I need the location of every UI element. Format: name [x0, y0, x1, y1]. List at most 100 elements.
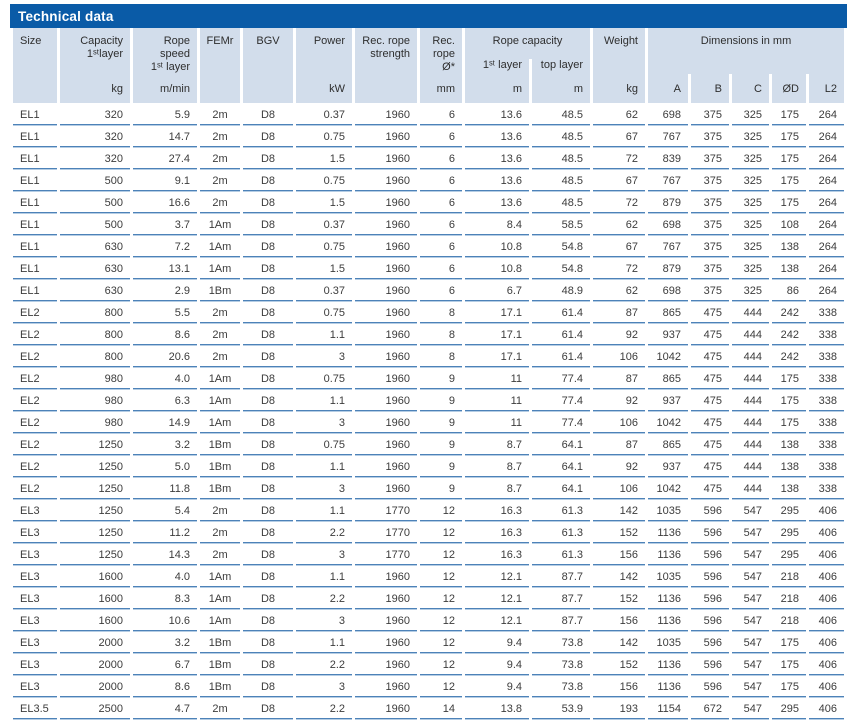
cell-dim-c: 547	[732, 499, 769, 521]
cell-dim-b: 672	[691, 697, 729, 719]
cell-rec-rope-strength: 1960	[355, 323, 417, 345]
unit-dim-l2: L2	[824, 83, 838, 95]
cell-dim-c: 444	[732, 455, 769, 477]
col-header-bgv: BGV	[256, 35, 280, 47]
cell-dim-a: 1136	[648, 653, 688, 675]
cell-dim-l2: 338	[809, 411, 845, 433]
cell-size: EL3	[13, 675, 57, 697]
cell-dim-c: 547	[732, 697, 769, 719]
cell-rope-speed: 27.4	[133, 147, 197, 169]
cell-dim-a: 879	[648, 191, 688, 213]
cell-size: EL2	[13, 323, 57, 345]
unit-rec-rope-strength	[355, 74, 417, 103]
cell-rope-capacity-1st-layer: 12.1	[465, 565, 529, 587]
cell-rec-rope-dia: 8	[420, 301, 462, 323]
cell-capacity: 1250	[60, 433, 130, 455]
table-row: EL1 320 27.4 2m D8 1.5 1960 6 13.6 48.5 72 839 375 32…	[13, 147, 845, 169]
cell-dim-d: 175	[772, 191, 806, 213]
table-row: EL2 980 14.9 1Am D8 3 1960 9 11 77.4 106 1042 475 444…	[13, 411, 845, 433]
cell-capacity: 630	[60, 235, 130, 257]
cell-bgv: D8	[243, 697, 293, 719]
cell-dim-b: 375	[691, 191, 729, 213]
cell-weight: 156	[593, 675, 645, 697]
cell-dim-c: 444	[732, 301, 769, 323]
cell-size: EL3	[13, 499, 57, 521]
col-header-rec-rope-dia: Rec. rope Ø*	[432, 35, 455, 73]
cell-size: EL2	[13, 367, 57, 389]
cell-rec-rope-strength: 1960	[355, 345, 417, 367]
cell-dim-b: 596	[691, 675, 729, 697]
cell-size: EL3	[13, 653, 57, 675]
cell-capacity: 980	[60, 411, 130, 433]
cell-dim-l2: 406	[809, 543, 845, 565]
cell-dim-c: 547	[732, 543, 769, 565]
cell-weight: 87	[593, 367, 645, 389]
cell-rec-rope-strength: 1960	[355, 477, 417, 499]
cell-dim-l2: 338	[809, 389, 845, 411]
cell-rec-rope-strength: 1960	[355, 631, 417, 653]
cell-dim-l2: 338	[809, 323, 845, 345]
cell-rope-speed: 11.2	[133, 521, 197, 543]
cell-rope-capacity-top-layer: 61.3	[532, 543, 590, 565]
cell-power: 0.75	[296, 125, 352, 147]
col-header-femr: FEMr	[206, 35, 234, 47]
cell-dim-d: 138	[772, 433, 806, 455]
table-row: EL3 1250 11.2 2m D8 2.2 1770 12 16.3 61.3 152 1136 5…	[13, 521, 845, 543]
cell-dim-a: 698	[648, 213, 688, 235]
cell-rope-capacity-1st-layer: 12.1	[465, 587, 529, 609]
unit-rope-capacity-top-layer: m	[573, 83, 583, 95]
cell-dim-a: 1035	[648, 631, 688, 653]
cell-power: 1.1	[296, 389, 352, 411]
cell-dim-l2: 406	[809, 521, 845, 543]
table-row: EL3 1600 10.6 1Am D8 3 1960 12 12.1 87.7 156 1136 59…	[13, 609, 845, 631]
cell-dim-b: 596	[691, 609, 729, 631]
cell-rope-speed: 6.7	[133, 653, 197, 675]
cell-femr: 1Bm	[200, 455, 240, 477]
cell-capacity: 980	[60, 389, 130, 411]
cell-femr: 1Bm	[200, 433, 240, 455]
cell-rope-capacity-top-layer: 58.5	[532, 213, 590, 235]
cell-dim-b: 375	[691, 213, 729, 235]
table-row: EL3 2000 3.2 1Bm D8 1.1 1960 12 9.4 73.8 142 1035 59…	[13, 631, 845, 653]
cell-rec-rope-dia: 6	[420, 169, 462, 191]
cell-rope-speed: 20.6	[133, 345, 197, 367]
cell-capacity: 1250	[60, 499, 130, 521]
col-header-dimensions: Dimensions in mm	[700, 35, 792, 47]
cell-rec-rope-dia: 9	[420, 433, 462, 455]
cell-rec-rope-dia: 9	[420, 411, 462, 433]
table-row: EL1 500 9.1 2m D8 0.75 1960 6 13.6 48.5 67 767 375 32…	[13, 169, 845, 191]
cell-dim-a: 1136	[648, 543, 688, 565]
cell-capacity: 1250	[60, 521, 130, 543]
cell-rec-rope-dia: 12	[420, 631, 462, 653]
cell-rope-capacity-top-layer: 61.4	[532, 323, 590, 345]
cell-dim-b: 475	[691, 477, 729, 499]
cell-dim-d: 138	[772, 235, 806, 257]
cell-capacity: 1600	[60, 565, 130, 587]
cell-bgv: D8	[243, 323, 293, 345]
cell-dim-a: 698	[648, 103, 688, 125]
cell-femr: 2m	[200, 543, 240, 565]
cell-dim-d: 218	[772, 565, 806, 587]
cell-bgv: D8	[243, 631, 293, 653]
cell-femr: 2m	[200, 345, 240, 367]
table-row: EL1 500 16.6 2m D8 1.5 1960 6 13.6 48.5 72 879 375 32…	[13, 191, 845, 213]
cell-rope-capacity-1st-layer: 10.8	[465, 257, 529, 279]
cell-rope-speed: 3.7	[133, 213, 197, 235]
cell-dim-d: 295	[772, 697, 806, 719]
cell-femr: 2m	[200, 301, 240, 323]
cell-power: 3	[296, 477, 352, 499]
cell-rec-rope-strength: 1960	[355, 433, 417, 455]
cell-dim-d: 242	[772, 345, 806, 367]
cell-weight: 72	[593, 257, 645, 279]
cell-capacity: 320	[60, 103, 130, 125]
cell-dim-a: 937	[648, 455, 688, 477]
cell-weight: 67	[593, 169, 645, 191]
cell-dim-c: 325	[732, 147, 769, 169]
col-header-capacity: Capacity 1ˢᵗlayer	[80, 35, 123, 60]
cell-rope-capacity-top-layer: 61.4	[532, 301, 590, 323]
cell-rope-capacity-top-layer: 87.7	[532, 609, 590, 631]
cell-rec-rope-dia: 14	[420, 697, 462, 719]
cell-dim-a: 1042	[648, 345, 688, 367]
table-row: EL1 320 14.7 2m D8 0.75 1960 6 13.6 48.5 67 767 375 3…	[13, 125, 845, 147]
